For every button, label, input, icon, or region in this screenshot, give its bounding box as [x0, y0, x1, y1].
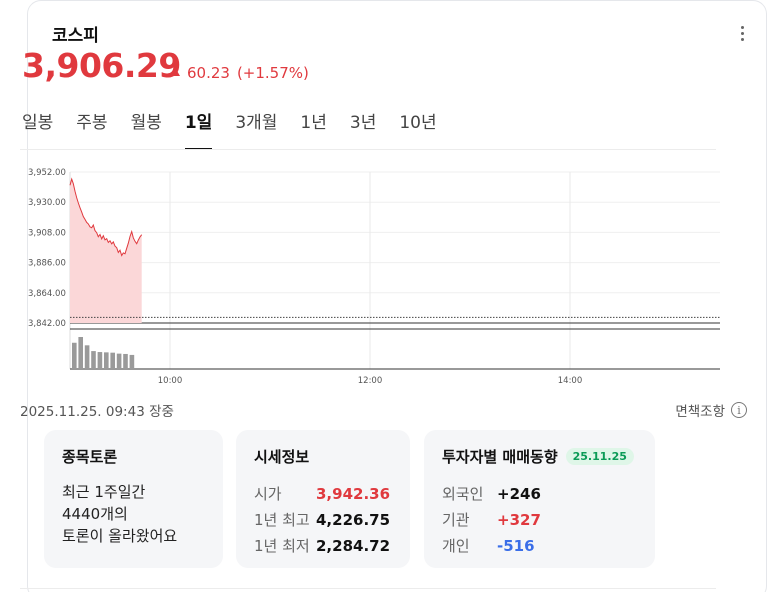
- quote-row-open: 시가 3,942.36: [254, 485, 391, 503]
- volume-bar: [123, 353, 128, 369]
- bottom-divider: [20, 588, 716, 589]
- status-datetime: 2025.11.25. 09:43: [20, 404, 145, 420]
- volume-bar: [72, 342, 77, 369]
- open-price: 3,942.36: [316, 485, 391, 503]
- index-title: 코스피: [52, 26, 99, 46]
- tab-10-years[interactable]: 10년: [399, 113, 437, 133]
- volume-bar: [91, 351, 96, 369]
- x-tick-label: 12:00: [358, 376, 383, 386]
- discussion-summary: 최근 1주일간 4440개의 토론이 올라왔어요: [62, 483, 178, 545]
- volume-bar: [110, 352, 115, 369]
- disclaimer-label: 면책조항: [675, 404, 725, 420]
- period-tabs: 일봉 주봉 월봉 1일 3개월 1년 3년 10년: [22, 108, 460, 150]
- x-tick-label: 14:00: [558, 376, 583, 386]
- intraday-chart[interactable]: 3,952.00 3,930.00 3,908.00 3,886.00 3,864.00…: [20, 160, 720, 392]
- institution-net: +327: [497, 511, 541, 529]
- info-circle-icon[interactable]: i: [731, 402, 747, 418]
- y-tick-label: 3,842.00: [28, 319, 66, 329]
- tab-1-day[interactable]: 1일: [184, 108, 213, 150]
- volume-bar: [84, 345, 90, 369]
- tab-3-years[interactable]: 3년: [349, 113, 377, 133]
- discussion-card[interactable]: 종목토론 최근 1주일간 4440개의 토론이 올라왔어요: [44, 430, 223, 568]
- quote-row-52w-high: 1년 최고 4,226.75: [254, 511, 391, 529]
- discussion-count: 4440: [62, 505, 101, 523]
- foreign-net: +246: [497, 485, 541, 503]
- price-area-fill: [70, 179, 142, 323]
- current-price: 3,906.29: [22, 46, 181, 85]
- tab-3-months[interactable]: 3개월: [235, 113, 278, 133]
- quote-info-card[interactable]: 시세정보 시가 3,942.36 1년 최고 4,226.75 1년 최저 2,284…: [236, 430, 410, 568]
- volume-bar: [97, 352, 103, 369]
- individual-net: -516: [497, 537, 535, 555]
- more-vertical-icon[interactable]: [732, 19, 752, 47]
- change-amount: 60.23: [187, 64, 230, 82]
- tab-monthly-candle[interactable]: 월봉: [130, 113, 162, 133]
- tabs-divider: [20, 149, 716, 150]
- volume-bar: [78, 337, 83, 369]
- year-high: 4,226.75: [316, 511, 391, 529]
- investor-trend-card[interactable]: 투자자별 매매동향 25.11.25 외국인 +246 기관 +327 개인 -516: [424, 430, 655, 568]
- volume-bar: [129, 354, 135, 369]
- investor-row-institution: 기관 +327: [442, 511, 541, 529]
- discussion-title: 종목토론: [62, 448, 118, 466]
- price-change: 60.23 (+1.57%): [172, 64, 309, 82]
- y-tick-label: 3,908.00: [28, 228, 66, 238]
- investor-row-foreign: 외국인 +246: [442, 485, 541, 503]
- price-line: [69, 177, 143, 257]
- market-status: 2025.11.25. 09:43 장중: [20, 400, 174, 420]
- quote-row-52w-low: 1년 최저 2,284.72: [254, 537, 391, 555]
- triangle-up-icon: [172, 68, 180, 76]
- volume-bar: [116, 353, 122, 369]
- year-low: 2,284.72: [316, 537, 391, 555]
- disclaimer-link[interactable]: 면책조항 i: [675, 400, 747, 420]
- tab-1-year[interactable]: 1년: [300, 113, 327, 133]
- x-tick-label: 10:00: [158, 376, 183, 386]
- status-state: 장중: [149, 404, 174, 420]
- date-badge: 25.11.25: [565, 448, 634, 465]
- change-percent: (+1.57%): [236, 64, 309, 82]
- y-tick-label: 3,952.00: [28, 168, 66, 178]
- y-tick-label: 3,864.00: [28, 289, 66, 299]
- tab-daily-candle[interactable]: 일봉: [22, 113, 54, 133]
- tab-weekly-candle[interactable]: 주봉: [76, 113, 108, 133]
- investor-title: 투자자별 매매동향: [442, 448, 558, 466]
- quote-title: 시세정보: [254, 448, 310, 466]
- investor-row-individual: 개인 -516: [442, 537, 535, 555]
- y-tick-label: 3,930.00: [28, 198, 66, 208]
- y-tick-label: 3,886.00: [28, 259, 66, 269]
- volume-bar: [104, 352, 109, 369]
